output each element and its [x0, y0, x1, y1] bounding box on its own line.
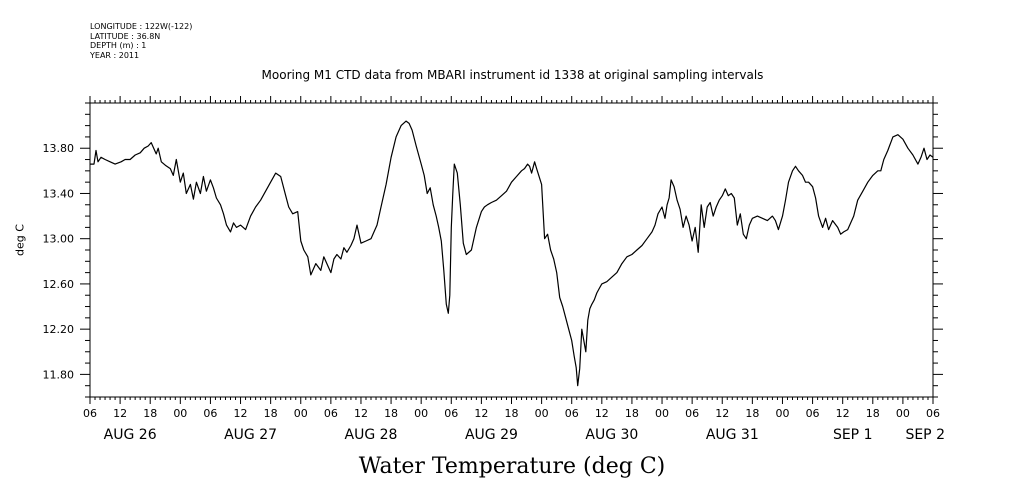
x-tick-label: 06: [203, 407, 217, 420]
x-tick-label: 00: [414, 407, 428, 420]
latitude-line: LATITUDE : 36.8N: [90, 31, 161, 41]
y-tick-label: 11.80: [43, 368, 75, 381]
x-tick-label: 12: [234, 407, 248, 420]
depth-line: DEPTH (m) : 1: [90, 41, 147, 50]
x-tick-label: 00: [294, 407, 308, 420]
x-tick-label: 18: [745, 407, 759, 420]
day-label: AUG 28: [345, 427, 398, 443]
series-group: [90, 120, 934, 387]
y-tick-label: 12.20: [43, 323, 75, 336]
x-tick-label: 06: [324, 407, 338, 420]
day-label: AUG 31: [706, 427, 759, 443]
x-tick-label: 18: [625, 407, 639, 420]
temperature-series-line: [90, 120, 934, 387]
x-tick-label: 18: [866, 407, 880, 420]
x-tick-label: 12: [595, 407, 609, 420]
chart-title: Mooring M1 CTD data from MBARI instrumen…: [261, 68, 764, 82]
x-tick-labels: 06 12 18 00 06 12 18 00 06 12 18 00 06 12 18 00 06 12 18 00…: [83, 407, 940, 420]
x-tick-label: 18: [384, 407, 398, 420]
plot-frame: [89, 102, 934, 398]
x-tick-label: 00: [896, 407, 910, 420]
y-tick-label: 12.60: [43, 278, 75, 291]
x-tick-label: 12: [113, 407, 127, 420]
y-axis-label: deg C: [13, 224, 27, 256]
x-tick-label: 12: [715, 407, 729, 420]
day-labels: AUG 26 AUG 27 AUG 28 AUG 29 AUG 30 AUG 31 SEP …: [104, 427, 945, 443]
day-label: AUG 27: [224, 427, 277, 443]
y-tick-label: 13.40: [43, 187, 75, 200]
axis-ticks: [80, 96, 943, 404]
x-tick-label: 12: [836, 407, 850, 420]
x-tick-label: 06: [565, 407, 579, 420]
x-tick-label: 06: [444, 407, 458, 420]
longitude-line: LONGITUDE : 122W(-122): [90, 22, 193, 31]
day-label: AUG 30: [585, 427, 638, 443]
x-tick-label: 18: [143, 407, 157, 420]
year-line: YEAR : 2011: [90, 50, 140, 60]
x-tick-label: 00: [655, 407, 669, 420]
day-label: AUG 26: [104, 427, 157, 443]
x-tick-label: 12: [474, 407, 488, 420]
x-tick-label: 12: [354, 407, 368, 420]
x-tick-label: 00: [775, 407, 789, 420]
y-tick-labels: 11.80 12.20 12.60 13.00 13.40 13.80: [43, 142, 75, 381]
x-tick-label: 18: [264, 407, 278, 420]
x-tick-label: 06: [83, 407, 97, 420]
y-tick-label: 13.00: [43, 233, 75, 246]
x-axis-label: Water Temperature (deg C): [358, 454, 666, 479]
x-tick-label: 06: [926, 407, 940, 420]
y-tick-label: 13.80: [43, 142, 75, 155]
x-tick-label: 06: [806, 407, 820, 420]
day-label: AUG 29: [465, 427, 518, 443]
x-tick-label: 00: [535, 407, 549, 420]
header-metadata: LONGITUDE : 122W(-122) LATITUDE : 36.8N …: [90, 22, 192, 60]
x-tick-label: 06: [685, 407, 699, 420]
x-tick-label: 00: [173, 407, 187, 420]
day-label: SEP 2: [905, 427, 945, 443]
x-tick-label: 18: [505, 407, 519, 420]
day-label: SEP 1: [833, 427, 873, 443]
